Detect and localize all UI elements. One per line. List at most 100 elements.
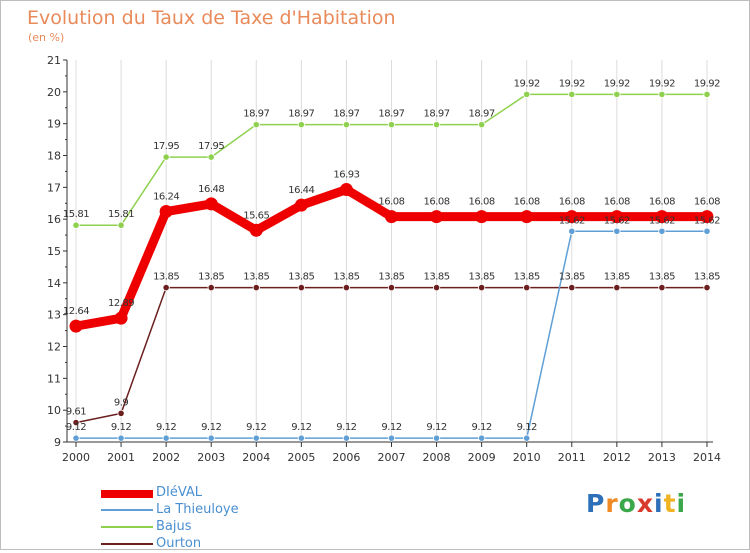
data-point xyxy=(568,227,576,235)
data-label: 13.85 xyxy=(243,272,269,283)
data-label: 18.97 xyxy=(423,109,449,120)
x-tick-label: 2001 xyxy=(107,451,135,464)
data-label: 19.92 xyxy=(649,78,675,89)
data-label: 9.12 xyxy=(517,422,537,433)
data-label: 13.85 xyxy=(649,272,675,283)
logo-letter: x xyxy=(636,489,654,518)
x-tick-label: 2004 xyxy=(242,451,270,464)
data-point xyxy=(610,210,624,224)
y-tick-label: 17 xyxy=(47,181,61,194)
data-label: 16.93 xyxy=(333,170,359,181)
data-label: 12.64 xyxy=(63,306,89,317)
data-point xyxy=(655,210,669,224)
data-label: 19.92 xyxy=(694,78,720,89)
data-point xyxy=(613,284,621,292)
x-tick-label: 2013 xyxy=(648,451,676,464)
data-label: 16.48 xyxy=(198,184,224,195)
data-label: 12.89 xyxy=(108,298,134,309)
data-label: 13.85 xyxy=(198,272,224,283)
data-label: 16.08 xyxy=(423,197,449,208)
data-point xyxy=(207,284,215,292)
data-point xyxy=(252,434,260,442)
x-tick-label: 2014 xyxy=(693,451,721,464)
y-tick-label: 15 xyxy=(47,245,61,258)
legend-label-dieval: DIéVAL xyxy=(156,485,203,500)
y-tick-label: 19 xyxy=(47,118,61,131)
data-point xyxy=(342,121,351,129)
data-label: 16.08 xyxy=(559,197,585,208)
data-label: 13.85 xyxy=(378,272,404,283)
data-point xyxy=(432,434,441,442)
data-label: 13.85 xyxy=(153,272,179,283)
logo-letter: t xyxy=(663,489,677,518)
data-point xyxy=(478,121,486,129)
data-label: 13.85 xyxy=(423,272,449,283)
y-tick-label: 16 xyxy=(47,213,61,226)
data-point xyxy=(207,434,215,442)
data-point xyxy=(297,434,305,442)
data-label: 9.12 xyxy=(156,422,176,433)
x-tick-label: 2007 xyxy=(377,451,405,464)
data-label: 15.65 xyxy=(243,210,269,221)
data-label: 16.08 xyxy=(604,197,630,208)
data-label: 16.08 xyxy=(469,197,495,208)
data-point xyxy=(252,284,260,292)
data-point xyxy=(162,153,170,161)
data-point xyxy=(117,409,125,417)
data-label: 18.97 xyxy=(469,109,495,120)
data-point xyxy=(114,311,128,325)
series-layer xyxy=(69,90,714,442)
data-label: 9.61 xyxy=(66,407,86,418)
data-point xyxy=(523,90,531,98)
data-point xyxy=(703,90,711,98)
data-label: 9.12 xyxy=(201,422,221,433)
data-point xyxy=(523,434,531,442)
legend-swatch-dieval xyxy=(101,490,153,498)
x-tick-label: 2012 xyxy=(603,451,631,464)
data-label: 19.92 xyxy=(559,78,585,89)
data-label: 13.85 xyxy=(333,272,359,283)
logo-letter: P xyxy=(586,489,606,518)
data-label: 9.12 xyxy=(336,422,356,433)
data-point xyxy=(520,210,534,224)
data-label: 16.08 xyxy=(694,197,720,208)
y-tick-label: 20 xyxy=(47,86,61,99)
data-point xyxy=(658,227,666,235)
data-point xyxy=(432,284,441,292)
data-point xyxy=(523,284,531,292)
data-point xyxy=(658,284,666,292)
data-point xyxy=(613,227,621,235)
chart-title: Evolution du Taux de Taxe d'Habitation xyxy=(27,7,396,29)
data-label: 9.12 xyxy=(111,422,131,433)
data-label: 15.62 xyxy=(694,215,720,226)
data-label: 18.97 xyxy=(288,109,314,120)
data-point xyxy=(342,434,351,442)
data-point xyxy=(339,183,353,197)
y-tick-label: 14 xyxy=(47,277,61,290)
data-label: 18.97 xyxy=(333,109,359,120)
data-label: 15.62 xyxy=(559,215,585,226)
data-point xyxy=(249,223,263,237)
data-point xyxy=(658,90,666,98)
data-label: 16.24 xyxy=(153,192,179,203)
data-label: 13.85 xyxy=(604,272,630,283)
chart-subtitle: (en %) xyxy=(28,31,65,44)
data-point xyxy=(162,434,170,442)
x-tick-label: 2000 xyxy=(62,451,90,464)
data-label: 9.12 xyxy=(246,422,266,433)
data-label: 15.81 xyxy=(108,209,134,220)
y-tick-label: 12 xyxy=(47,341,61,354)
data-point xyxy=(72,434,80,442)
data-point xyxy=(703,227,711,235)
data-label: 15.62 xyxy=(649,215,675,226)
data-point xyxy=(430,210,444,224)
logo-letter: i xyxy=(676,489,687,518)
x-tick-label: 2010 xyxy=(513,451,541,464)
data-label: 19.92 xyxy=(514,78,540,89)
legend-swatch-ourton xyxy=(101,543,153,545)
legend-swatch-la-thieuloye xyxy=(101,509,153,511)
data-label: 13.85 xyxy=(514,272,540,283)
data-point xyxy=(117,221,125,229)
data-label: 15.81 xyxy=(63,209,89,220)
